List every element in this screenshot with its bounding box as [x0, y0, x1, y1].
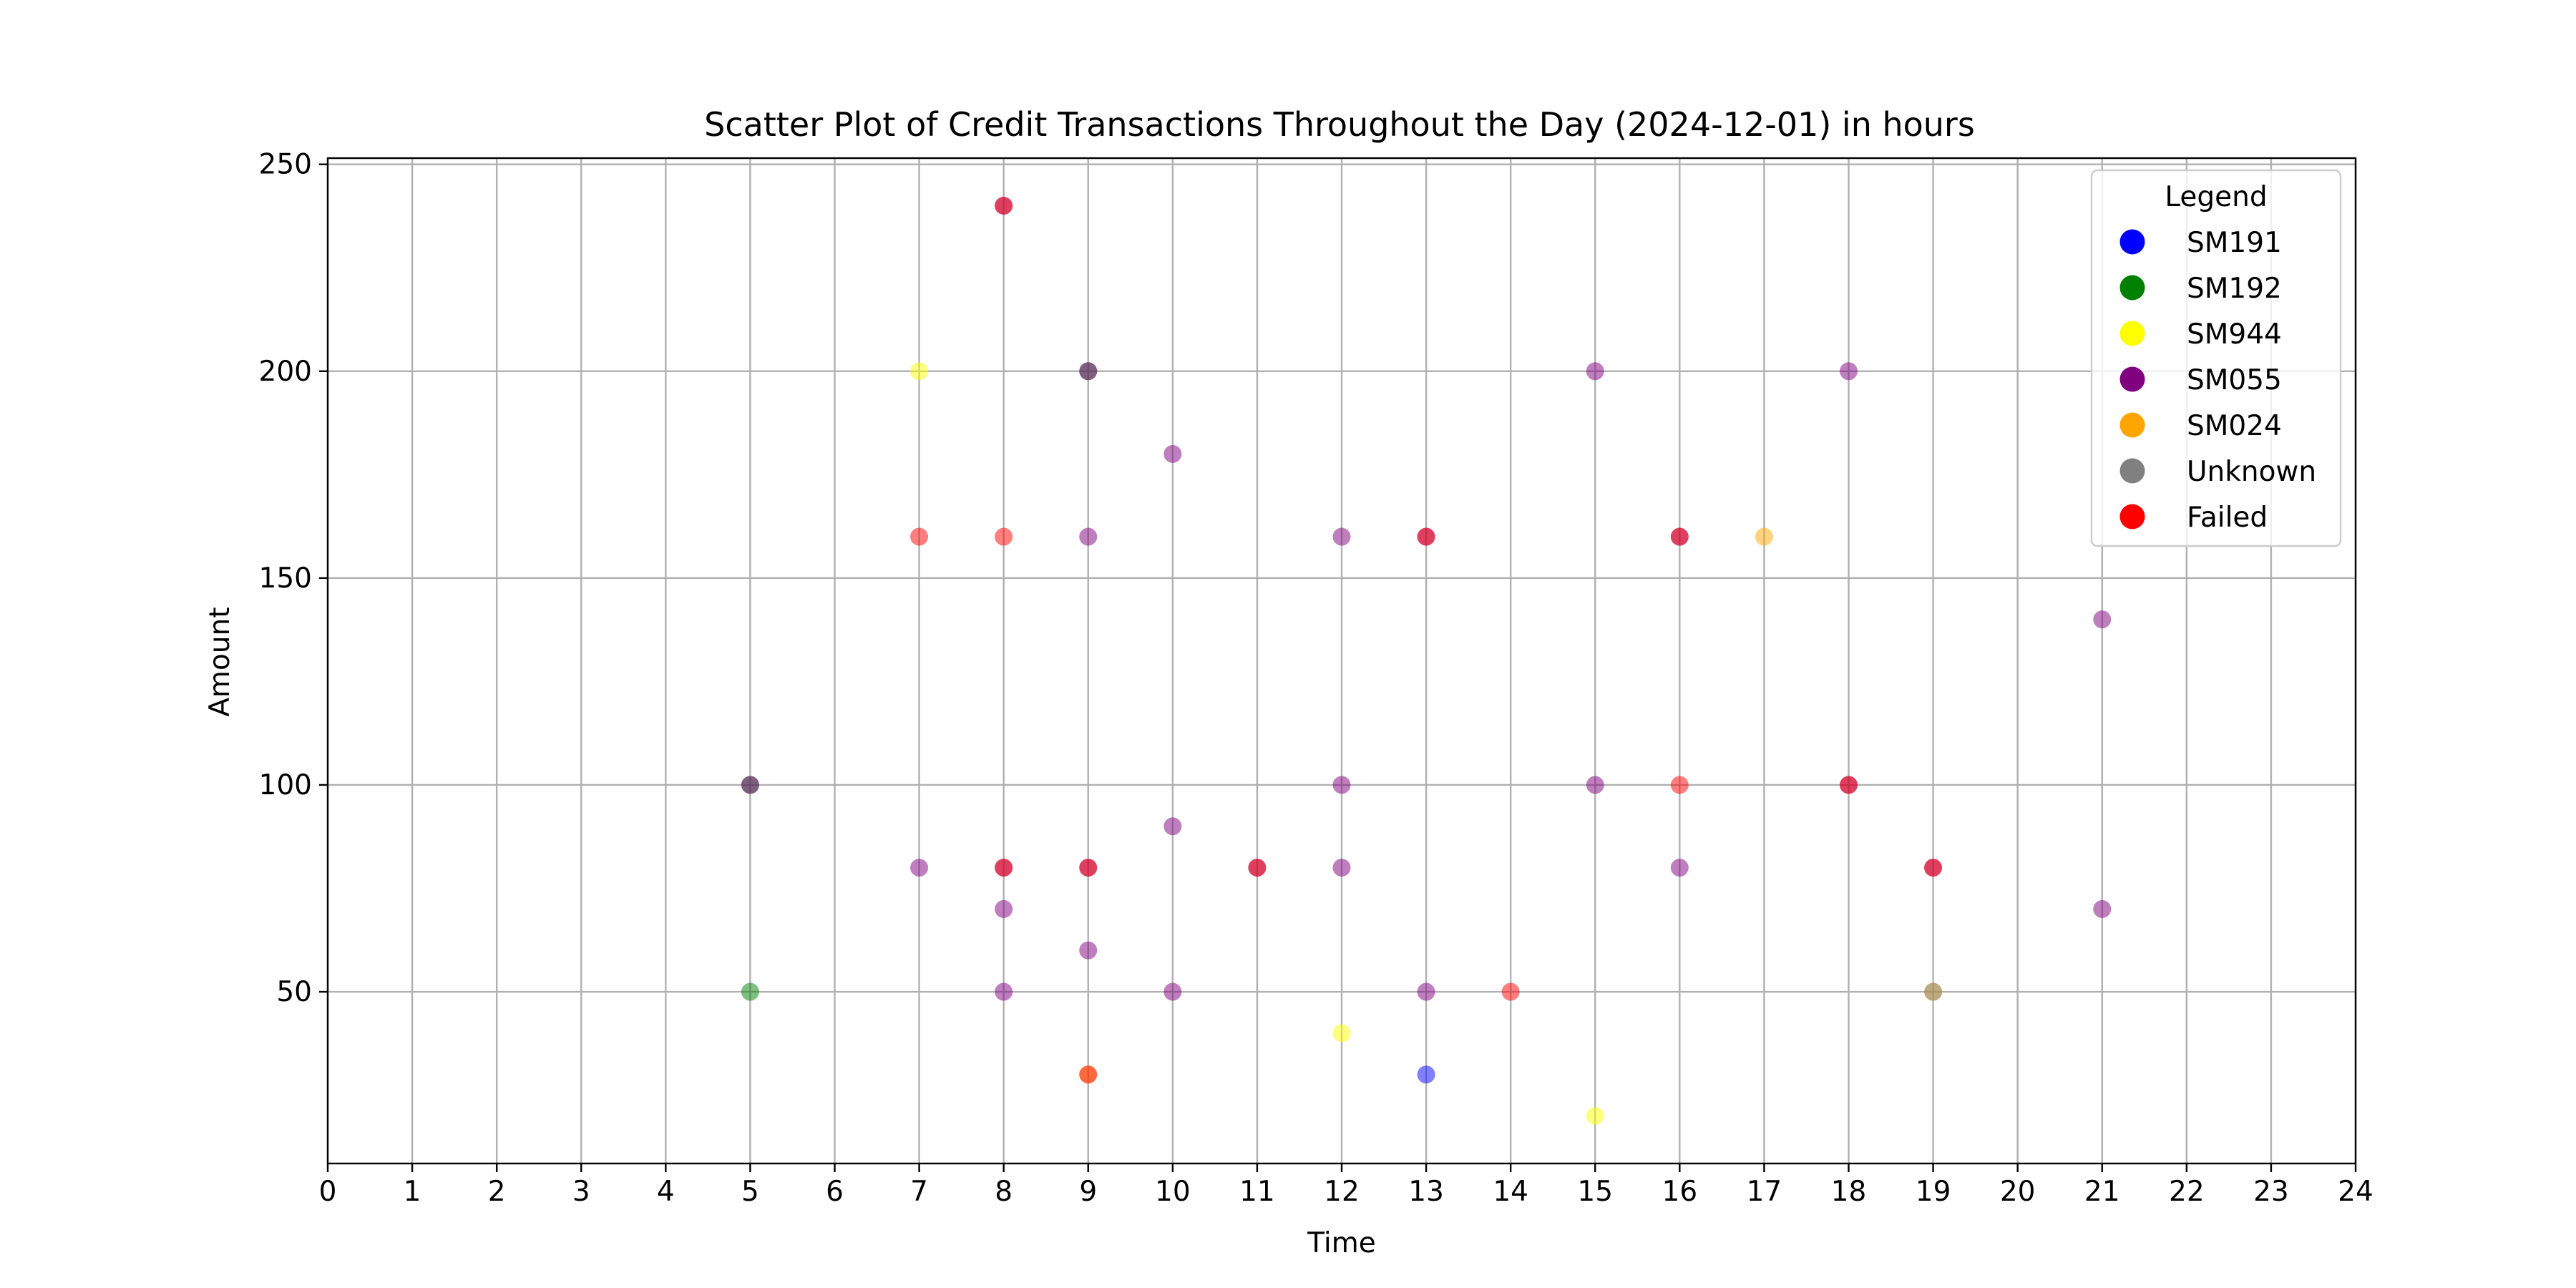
data-point-sm055 [1163, 817, 1182, 836]
data-point-failed [1248, 859, 1267, 877]
data-point-sm055 [1586, 362, 1604, 381]
data-point-sm024 [1755, 527, 1773, 546]
data-point-failed [910, 527, 929, 546]
x-tick-label: 24 [2338, 1176, 2373, 1208]
data-point-failed [1670, 527, 1689, 546]
x-tick-label: 17 [1747, 1176, 1782, 1208]
data-point-sm944 [910, 362, 929, 381]
data-point-sm055 [995, 982, 1013, 1001]
x-tick-label: 18 [1831, 1176, 1867, 1208]
data-point-sm192 [741, 982, 759, 1001]
x-tick-label: 4 [657, 1176, 675, 1208]
data-point-sm055 [1840, 362, 1858, 381]
x-tick-label: 14 [1493, 1176, 1528, 1208]
x-tick-label: 22 [2169, 1176, 2205, 1208]
legend-label-sm024: SM024 [2187, 410, 2282, 442]
legend-title: Legend [2165, 181, 2267, 213]
legend-marker-sm191 [2119, 229, 2145, 255]
x-tick-label: 5 [741, 1176, 759, 1208]
legend-marker-unknown [2119, 458, 2145, 484]
data-point-sm055 [995, 899, 1013, 918]
x-tick-label: 11 [1239, 1176, 1275, 1208]
x-tick-label: 3 [572, 1176, 590, 1208]
data-point-sm055 [910, 859, 929, 877]
legend-marker-sm055 [2119, 366, 2145, 392]
data-point-unknown [1924, 982, 1943, 1001]
x-tick-label: 8 [995, 1176, 1013, 1208]
y-axis-label: Amount [204, 607, 236, 716]
data-point-sm055 [741, 776, 759, 794]
legend-label-unknown: Unknown [2187, 456, 2316, 488]
data-point-sm944 [1332, 1024, 1351, 1043]
data-point-sm055 [1332, 776, 1351, 794]
legend-label-sm055: SM055 [2187, 364, 2282, 396]
legend-marker-sm024 [2119, 412, 2145, 438]
x-tick-label: 1 [404, 1176, 421, 1208]
legend-marker-sm944 [2119, 321, 2145, 346]
data-point-failed [1501, 982, 1520, 1001]
y-tick-label: 100 [259, 769, 312, 801]
legend-marker-sm192 [2119, 275, 2145, 301]
x-tick-label: 16 [1662, 1176, 1698, 1208]
data-point-sm055 [2093, 610, 2112, 629]
y-axis-ticks: 50 100 150 200 250 [259, 149, 328, 1008]
x-tick-label: 6 [826, 1176, 844, 1208]
data-point-failed [995, 859, 1013, 877]
y-tick-label: 50 [276, 976, 312, 1008]
x-tick-label: 0 [319, 1176, 337, 1208]
data-point-sm055 [1586, 776, 1604, 794]
data-point-sm055 [1163, 444, 1182, 463]
data-point-sm055 [1332, 859, 1351, 877]
data-point-sm055 [1332, 527, 1351, 546]
x-tick-label: 10 [1155, 1176, 1191, 1208]
legend-box [2090, 169, 2342, 547]
y-tick-label: 200 [259, 356, 312, 388]
data-point-failed [1079, 859, 1098, 877]
data-point-failed [1670, 776, 1689, 794]
data-point-failed [1840, 776, 1858, 794]
data-point-sm055 [1079, 362, 1098, 381]
data-point-sm055 [1079, 941, 1098, 960]
y-tick-label: 250 [259, 149, 312, 181]
legend-label-sm191: SM191 [2187, 227, 2282, 259]
x-tick-label: 12 [1324, 1176, 1360, 1208]
x-tick-label: 19 [1916, 1176, 1951, 1208]
x-tick-label: 15 [1577, 1176, 1613, 1208]
data-point-failed [1417, 527, 1435, 546]
chart-title: Scatter Plot of Credit Transactions Thro… [704, 105, 1975, 144]
y-tick-label: 150 [259, 562, 312, 595]
x-tick-label: 2 [488, 1176, 506, 1208]
data-point-sm191 [1417, 1065, 1435, 1084]
data-point-sm055 [1163, 982, 1182, 1001]
legend-label-failed: Failed [2187, 502, 2268, 534]
data-point-failed [1924, 859, 1943, 877]
data-point-sm055 [1670, 859, 1689, 877]
x-tick-label: 9 [1079, 1176, 1097, 1208]
x-tick-label: 13 [1408, 1176, 1444, 1208]
data-point-sm944 [1586, 1107, 1604, 1126]
x-axis-ticks: 0 1 2 3 4 5 6 7 8 9 10 11 12 13 14 15 16 17 18 19 20 21 22 23 24 [319, 1163, 2373, 1208]
data-point-failed [1079, 1065, 1098, 1084]
data-point-sm055 [1417, 982, 1435, 1001]
data-point-failed [995, 196, 1013, 215]
x-axis-label: Time [1307, 1227, 1375, 1259]
data-point-sm055 [1079, 527, 1098, 546]
x-tick-label: 23 [2253, 1176, 2289, 1208]
legend-label-sm192: SM192 [2187, 273, 2282, 305]
legend-marker-failed [2119, 504, 2145, 530]
legend-label-sm944: SM944 [2187, 318, 2282, 351]
x-tick-label: 7 [910, 1176, 928, 1208]
data-point-failed [995, 527, 1013, 546]
legend: Legend SM191 SM192 SM944 SM055 SM024 Unknown F… [2090, 169, 2342, 547]
x-tick-label: 21 [2084, 1176, 2120, 1208]
x-tick-label: 20 [2000, 1176, 2036, 1208]
data-point-sm055 [2093, 899, 2112, 918]
data-points [741, 196, 2112, 1126]
